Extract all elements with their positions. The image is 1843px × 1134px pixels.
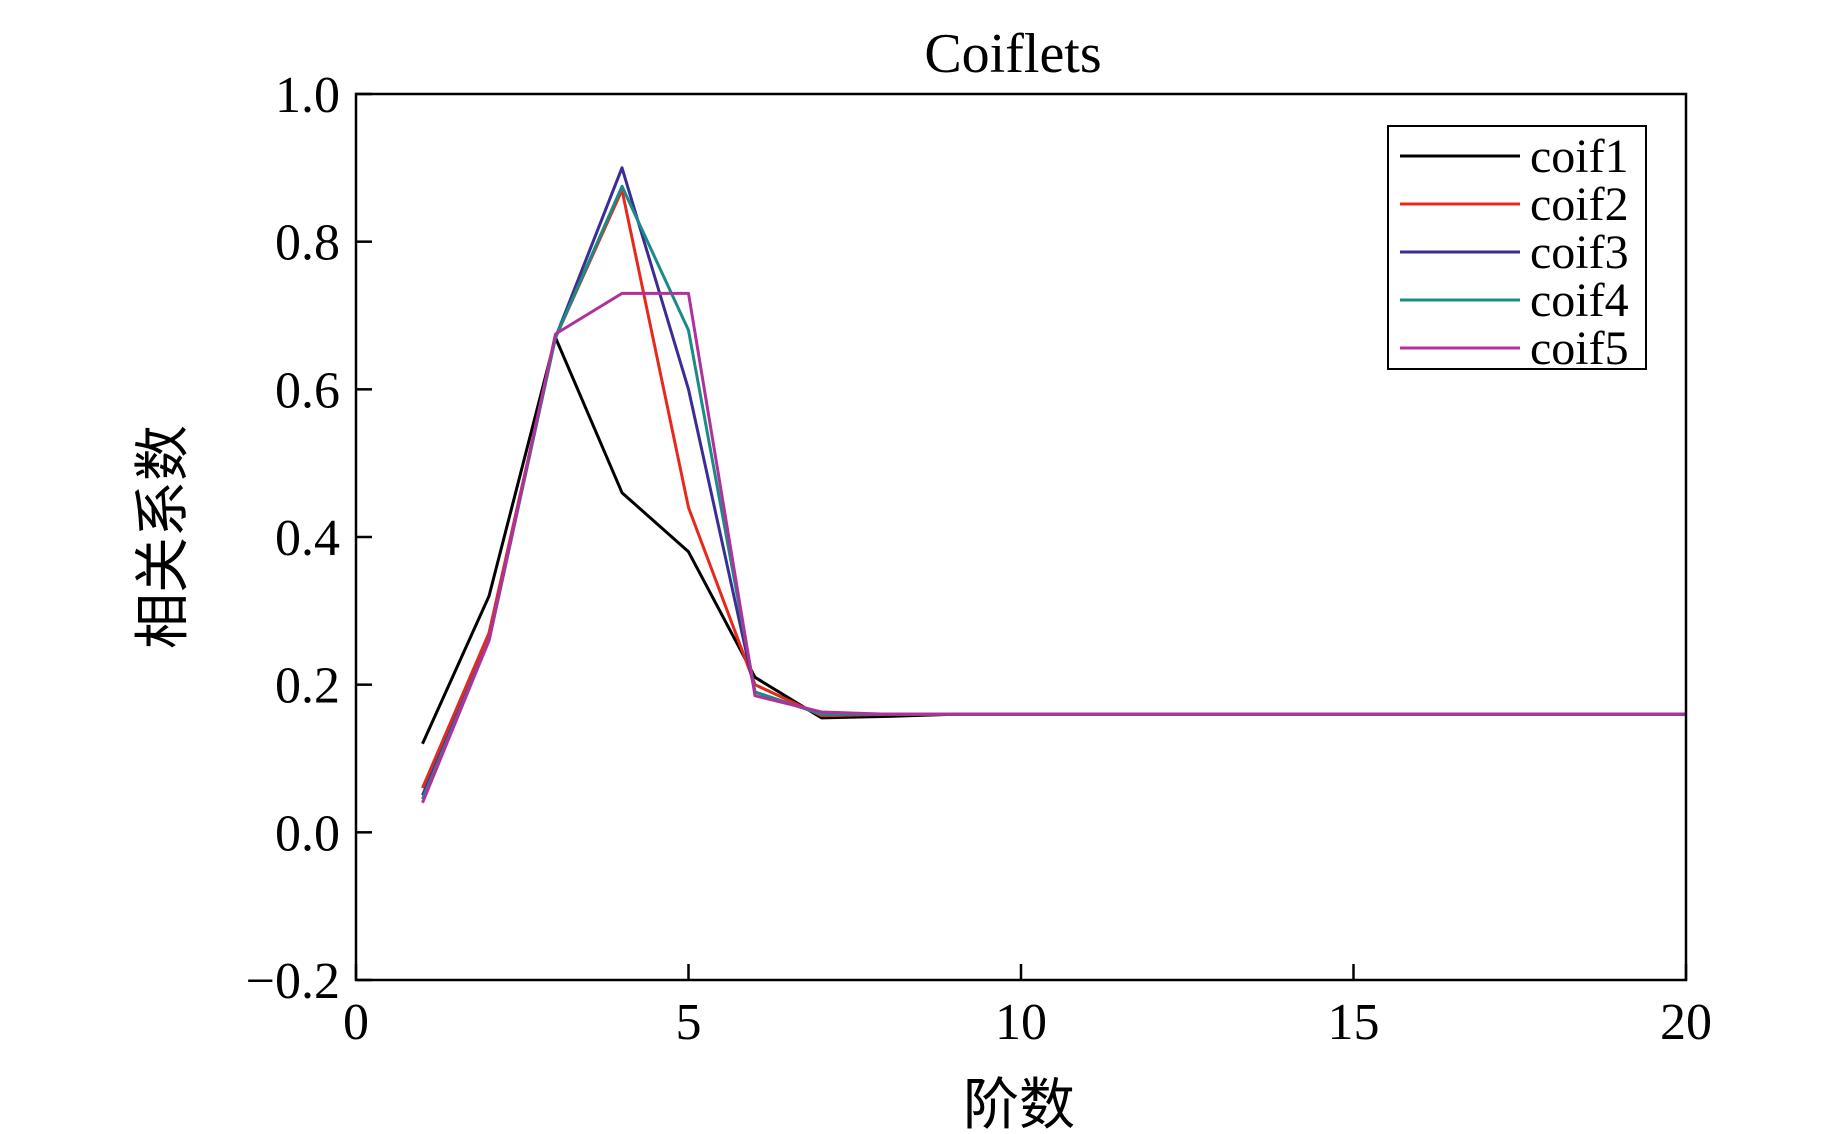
y-axis-title: 相关系数 <box>131 425 196 649</box>
legend-label-coif5: coif5 <box>1530 322 1629 375</box>
x-tick-label-0: 0 <box>343 994 369 1051</box>
chart-title: Coiflets <box>924 23 1101 85</box>
legend-label-coif3: coif3 <box>1530 226 1629 279</box>
x-axis-title: 阶数 <box>963 1073 1075 1134</box>
y-tick-label-4: 0.6 <box>275 362 340 419</box>
legend-label-coif1: coif1 <box>1530 130 1629 183</box>
y-axis-ticks: −0.2 0.0 0.2 0.4 0.6 0.8 1.0 <box>246 67 372 1010</box>
x-tick-label-15: 15 <box>1328 994 1380 1051</box>
series-line-coif5 <box>421 291 1686 804</box>
y-tick-label-6: 1.0 <box>275 67 340 124</box>
y-tick-label-5: 0.8 <box>275 215 340 272</box>
legend-box <box>1387 125 1647 370</box>
y-tick-label-2: 0.2 <box>275 658 340 715</box>
series-line-coif1 <box>421 336 1686 745</box>
x-tick-label-10: 10 <box>995 994 1047 1051</box>
y-tick-label-0: −0.2 <box>246 953 340 1010</box>
x-tick-label-5: 5 <box>676 994 702 1051</box>
legend-label-coif2: coif2 <box>1530 178 1629 231</box>
y-tick-label-3: 0.4 <box>275 510 340 567</box>
legend-label-coif4: coif4 <box>1530 274 1629 327</box>
x-tick-label-20: 20 <box>1660 994 1712 1051</box>
x-axis-ticks: 0 5 10 15 20 <box>343 964 1712 1051</box>
plot-area <box>421 166 1686 804</box>
y-tick-label-1: 0.0 <box>275 805 340 862</box>
